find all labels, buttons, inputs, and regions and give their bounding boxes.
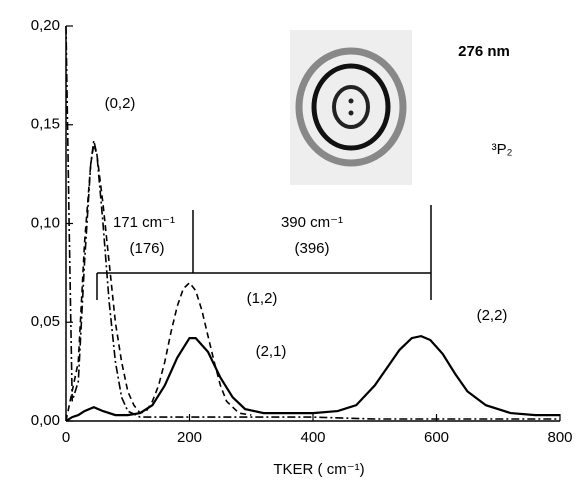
y-tick-label: 0,20 bbox=[31, 17, 60, 34]
y-tick-label: 0,15 bbox=[31, 116, 60, 133]
x-tick-label: 600 bbox=[424, 429, 449, 446]
x-tick-label: 0 bbox=[62, 429, 70, 446]
annotation: (396) bbox=[294, 240, 329, 257]
y-tick-label: 0,05 bbox=[31, 313, 60, 330]
annotation: 276 nm bbox=[458, 43, 510, 60]
x-tick-label: 400 bbox=[300, 429, 325, 446]
x-axis-label: TKER ( cm⁻¹) bbox=[273, 461, 364, 478]
x-tick-label: 200 bbox=[177, 429, 202, 446]
annotation: (2,2) bbox=[477, 307, 508, 324]
y-tick-label: 0,00 bbox=[31, 412, 60, 429]
data-line bbox=[65, 25, 560, 420]
x-tick-label: 800 bbox=[547, 429, 572, 446]
y-tick-label: 0,10 bbox=[31, 214, 60, 231]
annotation: (0,2) bbox=[105, 95, 136, 112]
annotation: 390 cm⁻¹ bbox=[281, 214, 343, 231]
annotation: ³P₂ bbox=[492, 141, 513, 158]
data-line bbox=[65, 334, 560, 422]
annotation: 171 cm⁻¹ bbox=[113, 214, 175, 231]
annotation: (1,2) bbox=[247, 290, 278, 307]
data-line bbox=[65, 144, 252, 422]
annotation: (176) bbox=[129, 240, 164, 257]
annotation: (2,1) bbox=[256, 343, 287, 360]
inset-image bbox=[290, 30, 412, 185]
